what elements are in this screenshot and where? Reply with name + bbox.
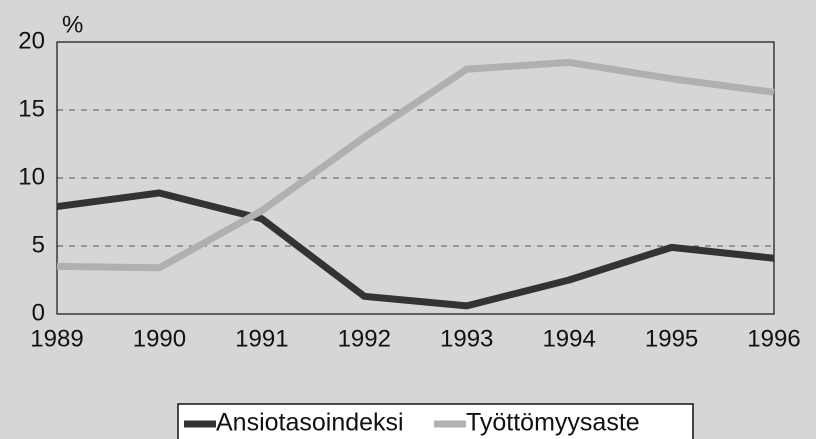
legend-label: Ansiotasoindeksi [216,409,404,437]
x-tick-label: 1992 [338,325,391,352]
y-tick-label: 5 [32,231,45,258]
x-tick-label: 1993 [440,325,493,352]
line-series [56,189,775,310]
x-tick-label: 1995 [645,325,698,352]
y-axis-label: % [62,11,83,38]
x-tick-label: 1990 [133,325,186,352]
x-tick-label: 1996 [747,325,800,352]
legend-label: Työttömyysaste [466,409,640,437]
y-tick-label: 10 [18,163,45,190]
y-tick-label: 0 [32,299,45,326]
line-series [56,58,775,272]
x-tick-label: 1994 [542,325,595,352]
x-tick-label: 1989 [30,325,83,352]
x-tick-label: 1991 [235,325,288,352]
y-tick-label: 15 [18,95,45,122]
y-tick-label: 20 [18,27,45,54]
plot-frame [56,41,775,315]
